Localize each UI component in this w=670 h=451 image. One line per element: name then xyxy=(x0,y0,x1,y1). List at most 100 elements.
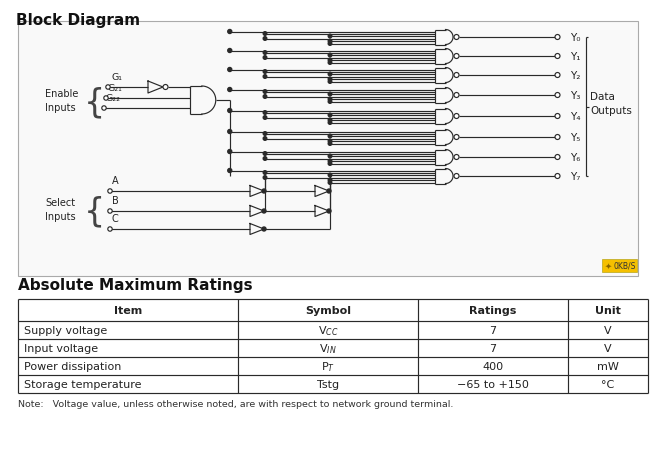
Text: Y₄: Y₄ xyxy=(570,112,580,122)
Circle shape xyxy=(263,70,267,74)
Circle shape xyxy=(262,227,266,231)
Text: Y₇: Y₇ xyxy=(570,172,580,182)
Circle shape xyxy=(328,140,332,143)
Text: mW: mW xyxy=(597,361,619,371)
Text: °C: °C xyxy=(602,379,614,389)
Circle shape xyxy=(263,51,267,55)
Text: Input voltage: Input voltage xyxy=(24,343,98,353)
Text: Select
Inputs: Select Inputs xyxy=(45,198,76,221)
Circle shape xyxy=(263,91,267,94)
Circle shape xyxy=(328,119,332,123)
Circle shape xyxy=(108,227,112,232)
Bar xyxy=(18,22,638,276)
Text: Block Diagram: Block Diagram xyxy=(16,13,140,28)
Circle shape xyxy=(328,40,332,44)
Circle shape xyxy=(454,174,459,179)
Text: {: { xyxy=(84,86,105,119)
Text: V: V xyxy=(604,343,612,353)
Circle shape xyxy=(454,93,459,98)
Circle shape xyxy=(328,62,332,65)
Text: B: B xyxy=(112,196,119,206)
Circle shape xyxy=(328,59,332,63)
Circle shape xyxy=(454,36,459,41)
Text: Absolute Maximum Ratings: Absolute Maximum Ratings xyxy=(18,277,253,292)
Circle shape xyxy=(228,50,232,53)
Circle shape xyxy=(454,155,459,160)
Circle shape xyxy=(328,174,332,177)
Circle shape xyxy=(555,36,560,41)
Circle shape xyxy=(228,88,232,92)
Text: Y₆: Y₆ xyxy=(570,152,580,163)
Circle shape xyxy=(555,74,560,78)
Circle shape xyxy=(104,97,108,101)
Circle shape xyxy=(228,169,232,173)
Text: Unit: Unit xyxy=(595,305,621,315)
Circle shape xyxy=(328,42,332,46)
Circle shape xyxy=(263,32,267,36)
Circle shape xyxy=(108,209,112,214)
Text: C: C xyxy=(112,213,119,224)
Text: V$_{IN}$: V$_{IN}$ xyxy=(319,341,337,355)
Text: Ratings: Ratings xyxy=(469,305,517,315)
Circle shape xyxy=(163,85,168,90)
Circle shape xyxy=(454,55,459,60)
Circle shape xyxy=(228,109,232,113)
Text: Tstg: Tstg xyxy=(317,379,339,389)
Text: 0KB/S: 0KB/S xyxy=(614,262,636,271)
Text: V: V xyxy=(604,325,612,335)
Circle shape xyxy=(328,155,332,158)
Circle shape xyxy=(555,114,560,119)
Circle shape xyxy=(454,74,459,78)
Text: Y₅: Y₅ xyxy=(570,133,580,143)
Text: G₂₂: G₂₂ xyxy=(106,94,121,103)
Text: Data
Outputs: Data Outputs xyxy=(590,91,632,115)
Text: G₁: G₁ xyxy=(111,73,122,82)
Circle shape xyxy=(327,189,331,193)
Text: Enable
Inputs: Enable Inputs xyxy=(45,89,78,112)
Text: 7: 7 xyxy=(490,325,496,335)
Circle shape xyxy=(263,116,267,120)
Text: Y₁: Y₁ xyxy=(570,52,580,62)
Text: Y₀: Y₀ xyxy=(570,33,580,43)
Circle shape xyxy=(328,81,332,84)
Circle shape xyxy=(328,35,332,39)
Text: V$_{CC}$: V$_{CC}$ xyxy=(318,323,338,337)
Text: Note:   Voltage value, unless otherwise noted, are with respect to network groun: Note: Voltage value, unless otherwise no… xyxy=(18,399,454,408)
Text: Storage temperature: Storage temperature xyxy=(24,379,141,389)
Text: {: { xyxy=(84,195,105,228)
Circle shape xyxy=(228,69,232,72)
Circle shape xyxy=(263,138,267,141)
Circle shape xyxy=(328,73,332,77)
Circle shape xyxy=(328,179,332,182)
Circle shape xyxy=(555,55,560,60)
Circle shape xyxy=(328,78,332,82)
Circle shape xyxy=(555,135,560,140)
Circle shape xyxy=(555,174,560,179)
Text: ✦: ✦ xyxy=(605,262,612,271)
Circle shape xyxy=(328,101,332,104)
Bar xyxy=(602,259,637,272)
Circle shape xyxy=(328,93,332,97)
Circle shape xyxy=(262,189,266,193)
Circle shape xyxy=(228,150,232,154)
Text: 400: 400 xyxy=(482,361,504,371)
Text: Supply voltage: Supply voltage xyxy=(24,325,107,335)
Text: Y₂: Y₂ xyxy=(570,71,580,81)
Circle shape xyxy=(102,106,107,111)
Circle shape xyxy=(263,37,267,41)
Circle shape xyxy=(328,162,332,166)
Circle shape xyxy=(555,155,560,160)
Circle shape xyxy=(263,152,267,156)
Circle shape xyxy=(327,210,331,213)
Circle shape xyxy=(263,176,267,180)
Circle shape xyxy=(228,30,232,34)
Text: −65 to +150: −65 to +150 xyxy=(457,379,529,389)
Text: Y₃: Y₃ xyxy=(570,91,580,101)
Circle shape xyxy=(328,121,332,125)
Text: G₂₁: G₂₁ xyxy=(108,84,123,93)
Circle shape xyxy=(328,181,332,185)
Text: 7: 7 xyxy=(490,343,496,353)
Text: Power dissipation: Power dissipation xyxy=(24,361,121,371)
Circle shape xyxy=(328,135,332,138)
Circle shape xyxy=(328,98,332,101)
